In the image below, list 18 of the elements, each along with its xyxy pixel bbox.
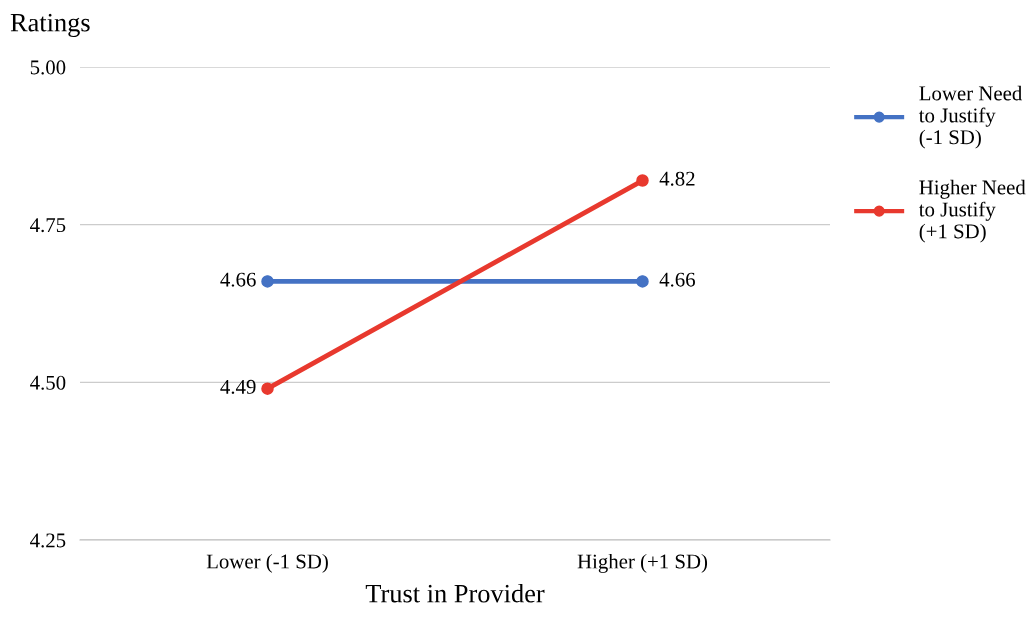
x-tick-label: Lower (-1 SD): [206, 553, 328, 573]
y-axis-title: Ratings: [10, 13, 90, 37]
y-tick-label: 4.25: [30, 533, 66, 548]
data-label: 4.82: [659, 171, 695, 186]
point: [261, 275, 274, 288]
y-tick-label: 4.50: [30, 375, 66, 390]
data-label: 4.49: [220, 379, 256, 394]
x-tick-label: Higher (+1 SD): [577, 553, 708, 573]
y-tick-label: 5.00: [30, 60, 66, 75]
point: [636, 174, 649, 187]
x-axis-title: Trust in Provider: [365, 583, 545, 603]
point: [261, 382, 274, 395]
data-label: 4.66: [220, 272, 256, 287]
y-tick-label: 4.75: [30, 218, 66, 233]
data-label: 4.66: [659, 272, 695, 287]
point: [636, 275, 649, 288]
legend-label: Lower Need to Justify (-1 SD): [918, 85, 1023, 149]
legend-label: Higher Need to Justify (+1 SD): [918, 179, 1026, 243]
